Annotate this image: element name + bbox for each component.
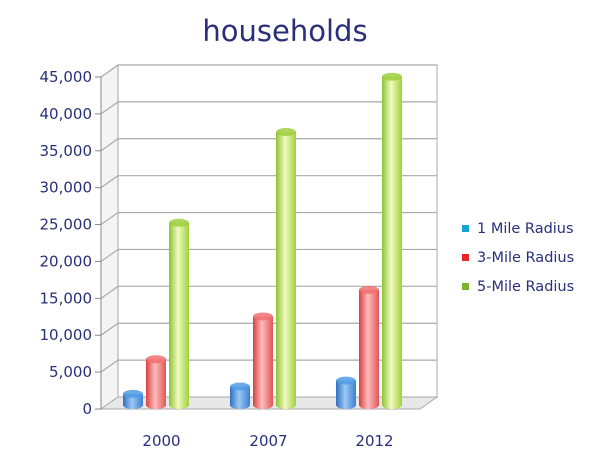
bar [146,355,166,409]
y-tick-label: 15,000 [40,289,93,307]
bar [359,285,379,409]
gridline-side [100,64,119,78]
x-tick-label: 2012 [355,432,393,450]
y-tick-label: 20,000 [40,252,93,270]
bar-base [336,401,356,409]
bar-base [253,401,273,409]
legend-item-3-mile: 3-Mile Radius [462,243,574,272]
gridline-side [100,212,119,226]
x-tick-label: 2007 [249,432,287,450]
bar-body [382,76,402,405]
bar-top [359,285,379,294]
y-tick-label: 35,000 [40,142,93,160]
legend-swatch-3-mile [462,254,469,261]
bar-top [169,218,189,227]
bar-top [230,382,250,391]
bar [123,389,143,409]
bar-base [382,401,402,409]
bar-base [146,401,166,409]
bar-body [276,132,296,405]
bar [336,376,356,409]
gridline-side [100,285,119,299]
bar-base [359,401,379,409]
bar-top [382,72,402,81]
bar [382,72,402,409]
bar-body [230,386,250,405]
bar-body [146,359,166,405]
gridline-side [100,322,119,336]
legend-swatch-5-mile [462,283,469,290]
bar-base [123,401,143,409]
side-wall [100,64,119,410]
bar-base [276,401,296,409]
gridline-side [100,101,119,115]
bar-body [253,316,273,405]
bar [169,218,189,409]
y-tick-label: 10,000 [40,326,93,344]
bar-base [169,401,189,409]
legend-label: 3-Mile Radius [477,249,575,266]
legend-swatch-1-mile [462,225,469,232]
bar-top [146,355,166,364]
y-tick-label: 0 [82,400,92,418]
y-tick-label: 40,000 [40,105,93,123]
y-tick-label: 25,000 [40,216,93,234]
gridline-side [100,175,119,189]
bar [230,382,250,409]
gridline-side [100,248,119,262]
bar-top [253,312,273,321]
bar [276,128,296,409]
y-tick-label: 45,000 [40,68,93,86]
bar-top [336,376,356,385]
gridline-side [100,138,119,152]
bar-body [123,393,143,405]
legend-item-5-mile: 5-Mile Radius [462,272,574,301]
bar-body [359,289,379,405]
bar-top [276,128,296,137]
bar-top [123,389,143,398]
y-tick-label: 5,000 [49,363,92,381]
bar-base [230,401,250,409]
bar-body [169,222,189,405]
legend-item-1-mile: 1 Mile Radius [462,214,574,243]
bar-body [336,380,356,405]
legend-label: 1 Mile Radius [477,220,574,237]
gridline-side [100,359,119,373]
bar [253,312,273,409]
chart-title: households [202,14,368,48]
x-tick-label: 2000 [142,432,180,450]
legend: 1 Mile Radius 3-Mile Radius 5-Mile Radiu… [462,214,574,301]
y-tick-label: 30,000 [40,179,93,197]
legend-label: 5-Mile Radius [477,278,575,295]
